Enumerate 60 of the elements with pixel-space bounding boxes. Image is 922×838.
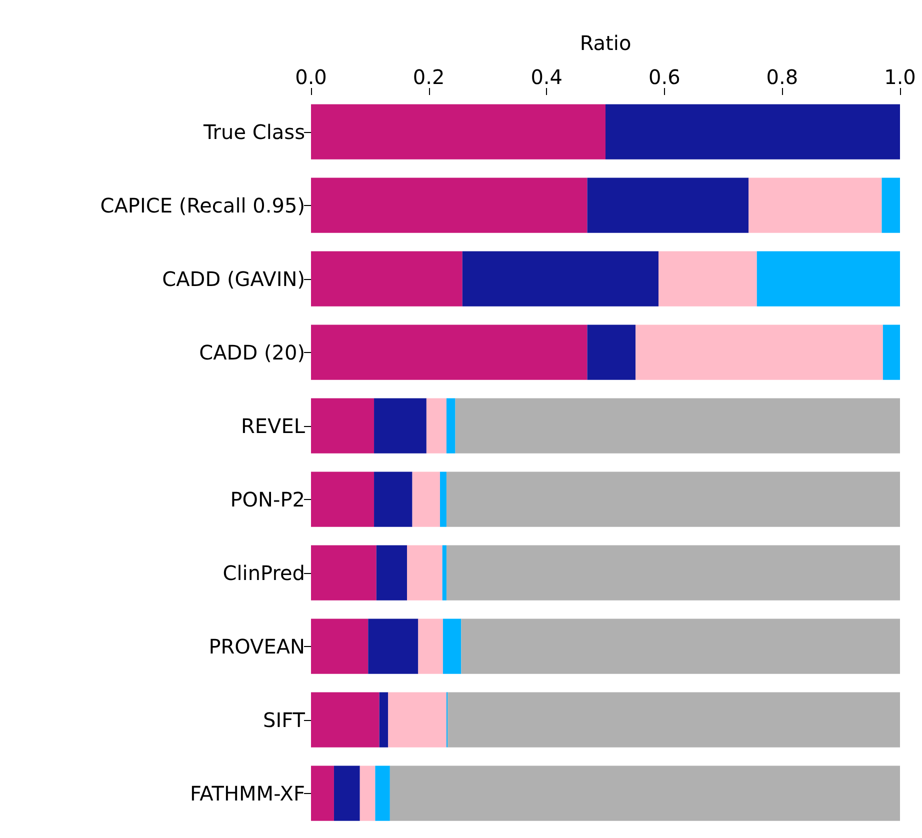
x-tick-label: 0.6	[648, 65, 680, 89]
bar	[442, 545, 446, 600]
bar	[440, 472, 446, 527]
bar	[461, 618, 900, 674]
bar	[334, 766, 360, 821]
bar	[462, 251, 659, 306]
bar	[311, 692, 380, 748]
bar	[606, 104, 900, 160]
bar	[882, 178, 900, 233]
x-axis-title: Ratio	[580, 31, 632, 55]
bar	[587, 324, 636, 380]
bar	[311, 398, 374, 454]
bar	[374, 398, 426, 454]
y-tick-label: True Class	[202, 120, 305, 144]
bar	[311, 324, 588, 380]
bar	[658, 251, 757, 306]
bar	[426, 398, 446, 454]
y-tick-label: ClinPred	[222, 560, 305, 585]
bar	[748, 178, 882, 233]
y-tick-label: FATHMM-XF	[190, 781, 305, 806]
bar	[311, 545, 376, 600]
bar	[379, 692, 388, 748]
bar	[442, 618, 462, 674]
bar	[418, 618, 443, 674]
bar	[407, 545, 442, 600]
bar	[446, 472, 900, 527]
bar	[446, 545, 900, 600]
bar	[311, 472, 374, 527]
x-tick-label: 0.0	[295, 65, 327, 89]
y-tick-label: CADD (20)	[199, 340, 305, 364]
y-tick-label: PON-P2	[230, 487, 305, 512]
bar	[587, 178, 749, 233]
bar	[311, 618, 368, 674]
bar	[311, 766, 334, 821]
bar	[446, 398, 456, 454]
bar	[376, 545, 408, 600]
bar	[390, 766, 900, 821]
x-tick-label: 1.0	[884, 65, 916, 89]
bar	[756, 251, 900, 306]
bar	[311, 251, 462, 306]
bar	[636, 324, 883, 380]
bar	[882, 324, 900, 380]
bar	[375, 766, 390, 821]
bar	[368, 618, 418, 674]
y-tick-label: SIFT	[263, 708, 306, 732]
x-tick-label: 0.2	[412, 65, 445, 89]
bar	[455, 398, 900, 454]
y-tick-label: CADD (GAVIN)	[162, 266, 305, 291]
x-tick-label: 0.4	[530, 65, 563, 89]
bar	[412, 472, 440, 527]
bar	[360, 766, 376, 821]
bar	[448, 692, 900, 748]
bar	[311, 104, 606, 160]
bar	[374, 472, 412, 527]
bar	[388, 692, 446, 748]
bar	[311, 178, 588, 233]
y-tick-label: PROVEAN	[208, 634, 305, 658]
x-tick-label: 0.8	[766, 65, 798, 89]
y-tick-label: CAPICE (Recall 0.95)	[100, 193, 305, 218]
y-tick-label: REVEL	[241, 414, 306, 438]
